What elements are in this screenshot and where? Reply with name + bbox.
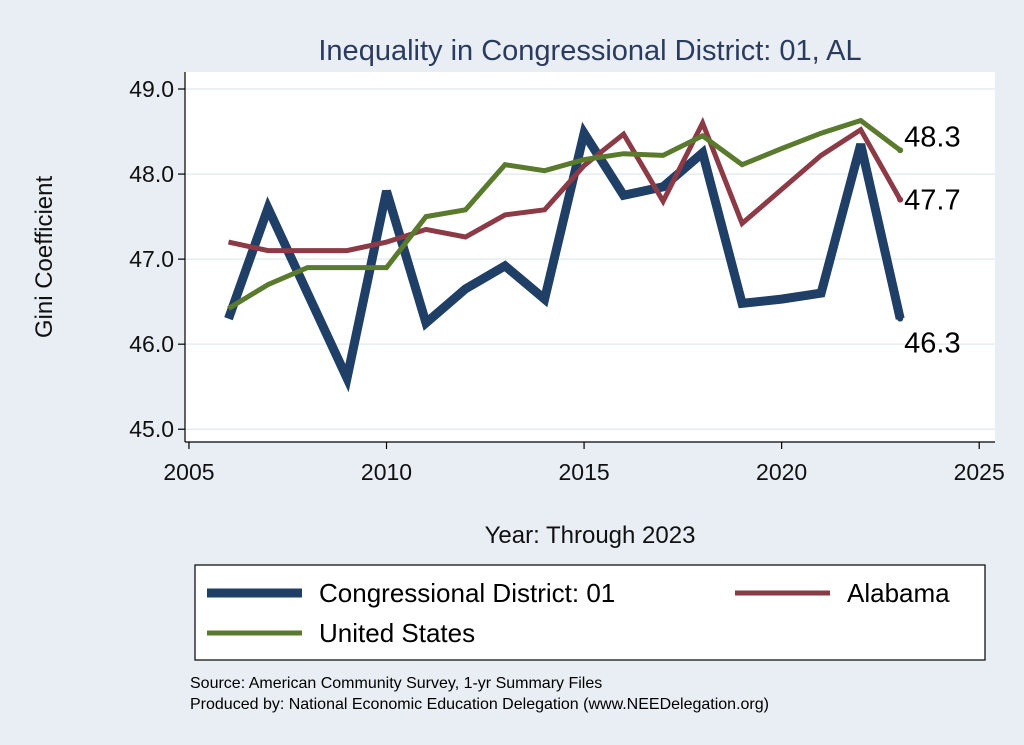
chart-title: Inequality in Congressional District: 01… (318, 35, 861, 67)
legend-box (194, 564, 986, 661)
y-tick-label: 45.0 (129, 416, 174, 442)
series-layer (224, 116, 905, 393)
series-line-alabama (227, 116, 903, 254)
series-line-united-states (227, 117, 902, 311)
end-labels: 46.3 47.7 48.3 (897, 121, 961, 360)
x-axis: 2005 2010 2015 2020 2025 (163, 442, 1005, 485)
end-label-alabama: 47.7 (904, 185, 960, 217)
end-label-district: 46.3 (904, 328, 960, 360)
x-axis-label: Year: Through 2023 (485, 522, 696, 549)
series-line-district (224, 121, 905, 393)
legend: Congressional District: 01 Alabama United … (194, 564, 986, 661)
legend-items: Congressional District: 01 Alabama United … (207, 578, 950, 648)
x-tick-label: 2025 (954, 459, 1005, 485)
source-line-1: Source: American Community Survey, 1-yr … (190, 675, 602, 692)
x-tick-label: 2010 (361, 459, 412, 485)
end-point-district (897, 315, 904, 322)
end-point-united-states (897, 147, 904, 154)
y-tick-label: 47.0 (129, 246, 174, 272)
end-point-alabama (897, 196, 904, 203)
x-tick-label: 2015 (558, 459, 609, 485)
y-axis-label: Gini Coefficient (31, 176, 58, 339)
y-tick-label: 49.0 (129, 76, 174, 102)
source-line-2: Produced by: National Economic Education… (190, 696, 769, 713)
y-tick-label: 46.0 (129, 331, 174, 357)
x-tick-label: 2005 (163, 459, 214, 485)
legend-label-alabama: Alabama (847, 578, 950, 608)
y-tick-label: 48.0 (129, 161, 174, 187)
y-axis: 45.0 46.0 47.0 48.0 49.0 (129, 76, 185, 442)
legend-label-district: Congressional District: 01 (319, 578, 615, 608)
grid-lines (185, 88, 995, 430)
end-label-united-states: 48.3 (904, 121, 960, 153)
x-tick-label: 2020 (756, 459, 807, 485)
legend-label-united-states: United States (319, 618, 475, 648)
plot-area (185, 72, 995, 442)
